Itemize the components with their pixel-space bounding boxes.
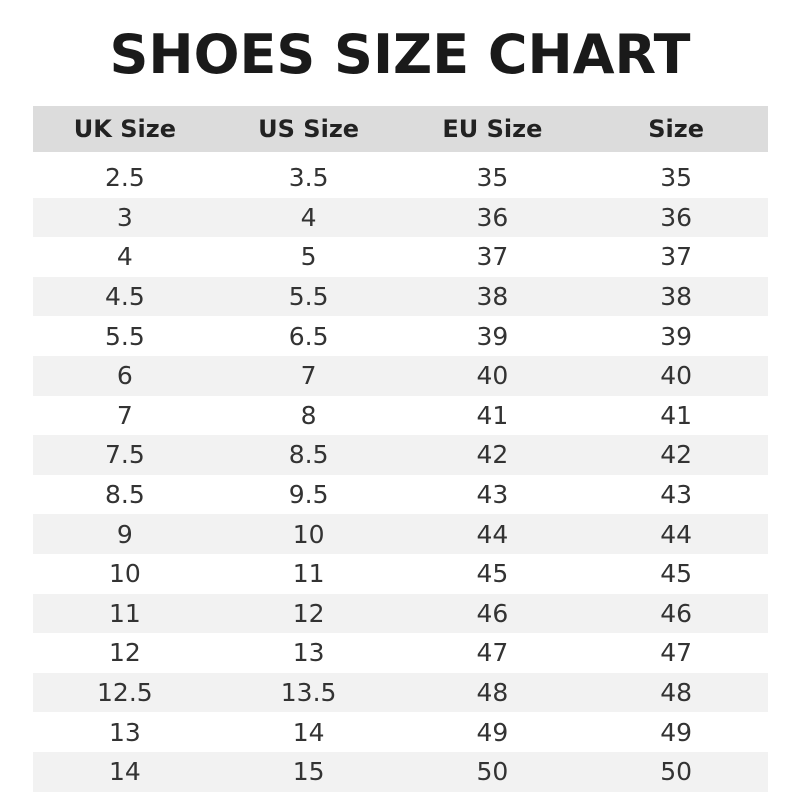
cell-eu-size: 41	[476, 400, 509, 430]
table-row: 11 12 46 46	[33, 593, 768, 634]
header-eu-size: EU Size	[442, 115, 543, 143]
cell-us-size: 15	[292, 757, 325, 787]
cell-size: 41	[660, 400, 693, 430]
table-row: 3 4 36 36	[33, 197, 768, 238]
cell-us-size: 11	[292, 559, 325, 589]
table-row: 12 13 47 47	[33, 633, 768, 673]
cell-us-size: 13	[292, 638, 325, 668]
cell-uk-size: 7.5	[104, 440, 145, 470]
table-row: 10 11 45 45	[33, 554, 768, 594]
cell-eu-size: 36	[476, 202, 509, 232]
cell-size: 48	[660, 678, 693, 708]
cell-size: 40	[660, 361, 693, 391]
table-row: 4.5 5.5 38 38	[33, 276, 768, 317]
cell-eu-size: 39	[476, 321, 509, 351]
table-row: 4 5 37 37	[33, 237, 768, 277]
cell-uk-size: 2.5	[104, 163, 145, 193]
cell-eu-size: 45	[476, 559, 509, 589]
cell-size: 47	[660, 638, 693, 668]
table-row: 7.5 8.5 42 42	[33, 435, 768, 475]
cell-eu-size: 48	[476, 678, 509, 708]
table-row: 7 8 41 41	[33, 396, 768, 436]
cell-size: 44	[660, 519, 693, 549]
table-row: 12.5 13.5 48 48	[33, 672, 768, 713]
cell-size: 39	[660, 321, 693, 351]
cell-uk-size: 12.5	[97, 678, 153, 708]
cell-us-size: 5	[300, 242, 317, 272]
cell-size: 42	[660, 440, 693, 470]
table-row: 2.5 3.5 35 35	[33, 158, 768, 198]
cell-us-size: 4	[300, 202, 317, 232]
cell-uk-size: 14	[108, 757, 141, 787]
cell-us-size: 6.5	[288, 321, 329, 351]
cell-eu-size: 38	[476, 282, 509, 312]
header-us-size: US Size	[258, 115, 360, 143]
cell-us-size: 8.5	[288, 440, 329, 470]
cell-us-size: 9.5	[288, 480, 329, 510]
cell-uk-size: 5.5	[104, 321, 145, 351]
cell-uk-size: 10	[108, 559, 141, 589]
table-row: 9 10 44 44	[33, 514, 768, 554]
cell-us-size: 3.5	[288, 163, 329, 193]
cell-size: 35	[660, 163, 693, 193]
cell-size: 36	[660, 202, 693, 232]
cell-uk-size: 12	[108, 638, 141, 668]
table-header: UK Size US Size EU Size Size	[33, 106, 768, 152]
cell-uk-size: 4.5	[104, 282, 145, 312]
cell-size: 49	[660, 717, 693, 747]
table-row: 8.5 9.5 43 43	[33, 475, 768, 515]
cell-eu-size: 44	[476, 519, 509, 549]
page-title: SHOES SIZE CHART	[109, 23, 691, 86]
cell-uk-size: 7	[116, 400, 133, 430]
header-uk-size: UK Size	[73, 115, 176, 143]
table-body: 2.5 3.5 35 35 3 4 36 36 4 5 37 37 4.5 5.5 38 38 5.5 6.5 39…	[33, 158, 768, 792]
table-row: 5.5 6.5 39 39	[33, 316, 768, 356]
cell-size: 50	[660, 757, 693, 787]
table-row: 14 15 50 50	[33, 751, 768, 792]
cell-us-size: 5.5	[288, 282, 329, 312]
cell-size: 45	[660, 559, 693, 589]
cell-eu-size: 40	[476, 361, 509, 391]
table-row: 6 7 40 40	[33, 355, 768, 396]
cell-uk-size: 13	[108, 717, 141, 747]
cell-eu-size: 47	[476, 638, 509, 668]
cell-uk-size: 3	[116, 202, 133, 232]
cell-eu-size: 42	[476, 440, 509, 470]
cell-us-size: 7	[300, 361, 317, 391]
cell-eu-size: 46	[476, 598, 509, 628]
cell-size: 37	[660, 242, 693, 272]
cell-eu-size: 43	[476, 480, 509, 510]
cell-eu-size: 37	[476, 242, 509, 272]
cell-uk-size: 6	[116, 361, 133, 391]
cell-uk-size: 9	[116, 519, 133, 549]
table-row: 13 14 49 49	[33, 712, 768, 752]
cell-uk-size: 4	[116, 242, 133, 272]
cell-size: 38	[660, 282, 693, 312]
cell-eu-size: 35	[476, 163, 509, 193]
size-table: UK Size US Size EU Size Size 2.5 3.5 35 35 3…	[33, 106, 768, 792]
cell-uk-size: 11	[108, 598, 141, 628]
cell-uk-size: 8.5	[104, 480, 145, 510]
cell-us-size: 13.5	[280, 678, 337, 708]
cell-eu-size: 49	[476, 717, 509, 747]
cell-us-size: 14	[292, 717, 325, 747]
cell-eu-size: 50	[476, 757, 509, 787]
cell-us-size: 12	[292, 598, 325, 628]
cell-size: 46	[660, 598, 693, 628]
cell-size: 43	[660, 480, 693, 510]
cell-us-size: 10	[292, 519, 325, 549]
cell-us-size: 8	[300, 400, 317, 430]
header-size: Size	[648, 115, 704, 143]
